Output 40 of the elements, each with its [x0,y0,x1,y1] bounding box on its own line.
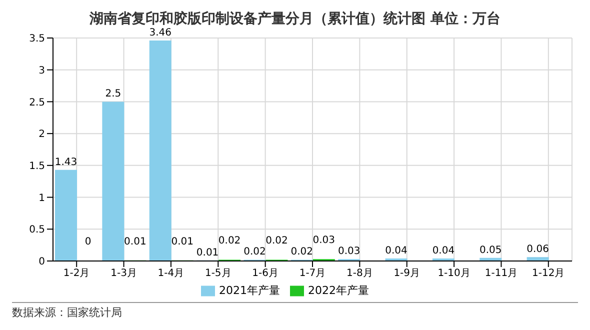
y-tick-label: 0 [38,256,45,268]
data-label: 0.02 [244,246,266,258]
data-label: 3.46 [149,28,172,39]
legend-label: 2021年产量 [219,284,280,297]
data-label: 0.05 [480,244,502,256]
data-label: 0.03 [338,246,360,258]
source-note: 数据来源：国家统计局 [12,302,578,320]
x-tick-label: 1-6月 [252,268,278,280]
data-label: 0.01 [171,236,194,248]
x-tick-label: 1-12月 [532,268,565,280]
data-label: 0.01 [196,247,219,258]
y-tick-label: 1.5 [29,160,45,172]
x-tick-label: 1-4月 [158,268,184,280]
chart-title: 湖南省复印和胶版印制设备产量分月（累计值）统计图 单位：万台 [88,10,502,28]
x-tick-label: 1-2月 [63,268,90,280]
data-label: 0.01 [124,236,146,248]
x-tick-label: 1-11月 [484,268,518,280]
data-label: 0.03 [312,235,336,246]
x-tick-label: 1-5月 [204,268,232,280]
y-tick-label: 1 [38,192,45,204]
x-tick-label: 1-10月 [438,268,470,280]
legend-label: 2022年产量 [308,284,369,297]
y-tick-label: 2.5 [29,97,45,108]
x-tick-label: 1-9月 [394,268,420,280]
data-label: 0.02 [266,236,288,247]
y-tick-label: 2 [38,129,45,140]
y-tick-label: 0.5 [29,224,45,236]
y-tick-label: 3 [38,65,45,76]
data-label: 0.06 [526,244,549,256]
data-label: 0.02 [290,246,314,258]
x-tick-label: 1-7月 [299,268,326,280]
data-label: 0.02 [218,236,241,247]
y-tick-label: 3.5 [29,34,45,45]
data-label: 0.04 [385,245,408,256]
data-label: 0.04 [432,245,455,256]
x-tick-label: 1-3月 [110,268,137,280]
data-label: 1.43 [54,156,78,168]
x-tick-label: 1-8月 [346,268,373,280]
data-label: 2.5 [105,88,122,100]
data-label: 0 [84,236,92,248]
